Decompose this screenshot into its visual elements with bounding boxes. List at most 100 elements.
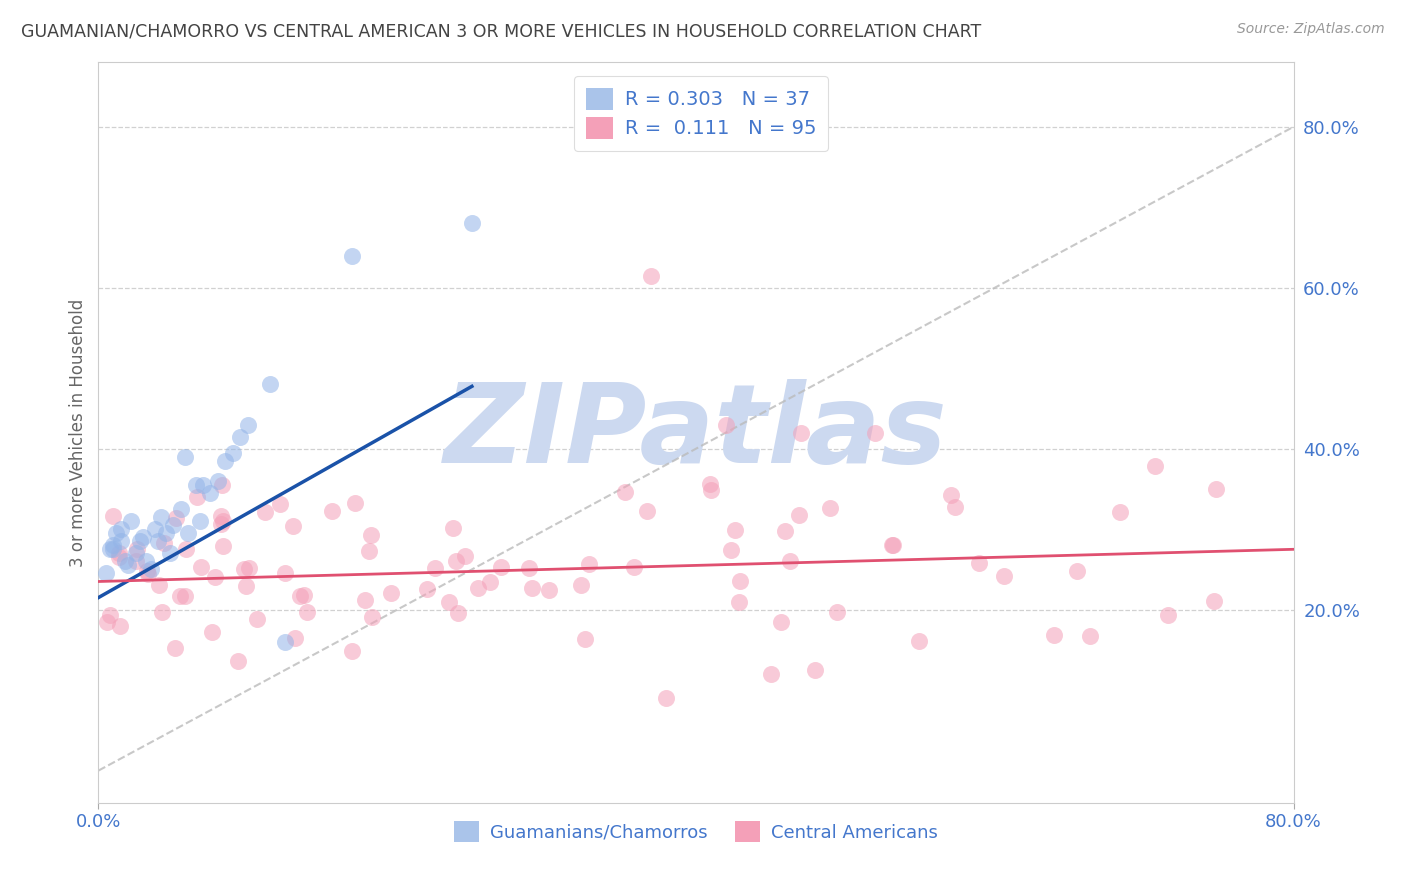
Point xyxy=(354,592,377,607)
Point xyxy=(479,574,502,589)
Point xyxy=(101,509,124,524)
Point xyxy=(444,554,467,568)
Point xyxy=(269,497,291,511)
Point xyxy=(294,588,316,602)
Point xyxy=(360,527,382,541)
Point xyxy=(1205,482,1227,496)
Point xyxy=(274,566,297,580)
Point xyxy=(491,559,513,574)
Point xyxy=(103,538,125,552)
Point xyxy=(191,478,214,492)
Point xyxy=(209,517,232,532)
Point xyxy=(259,377,281,392)
Point xyxy=(174,450,197,464)
Point xyxy=(212,540,235,554)
Point xyxy=(517,561,540,575)
Point xyxy=(238,561,260,575)
Point xyxy=(342,249,364,263)
Point xyxy=(773,524,796,538)
Point xyxy=(114,554,136,568)
Point xyxy=(520,581,543,595)
Point xyxy=(290,589,312,603)
Point xyxy=(769,615,792,629)
Text: GUAMANIAN/CHAMORRO VS CENTRAL AMERICAN 3 OR MORE VEHICLES IN HOUSEHOLD CORRELATI: GUAMANIAN/CHAMORRO VS CENTRAL AMERICAN 3… xyxy=(21,22,981,40)
Point xyxy=(173,589,195,603)
Point xyxy=(724,523,747,537)
Point xyxy=(201,625,224,640)
Point xyxy=(423,561,446,575)
Point xyxy=(699,477,721,491)
Point xyxy=(1202,594,1225,608)
Point xyxy=(1157,608,1180,623)
Point xyxy=(233,562,256,576)
Point xyxy=(636,504,658,518)
Point xyxy=(117,558,139,573)
Point xyxy=(779,554,801,568)
Point xyxy=(98,608,121,623)
Point xyxy=(461,216,484,230)
Point xyxy=(169,589,191,603)
Point xyxy=(321,504,343,518)
Point xyxy=(214,454,236,468)
Point xyxy=(148,578,170,592)
Point xyxy=(789,425,811,440)
Point xyxy=(359,544,381,558)
Point xyxy=(236,417,259,432)
Point xyxy=(135,554,157,568)
Point xyxy=(222,446,245,460)
Point xyxy=(1066,564,1088,578)
Point xyxy=(108,550,131,565)
Point xyxy=(132,530,155,544)
Point xyxy=(1043,628,1066,642)
Point xyxy=(284,632,307,646)
Point xyxy=(186,490,208,504)
Point xyxy=(190,560,212,574)
Point xyxy=(295,605,318,619)
Point xyxy=(94,566,117,581)
Point xyxy=(159,546,181,560)
Point xyxy=(700,483,723,497)
Point xyxy=(110,522,132,536)
Point xyxy=(148,534,170,549)
Point xyxy=(174,542,197,557)
Point xyxy=(177,526,200,541)
Point xyxy=(759,667,782,681)
Point xyxy=(1144,459,1167,474)
Text: Source: ZipAtlas.com: Source: ZipAtlas.com xyxy=(1237,22,1385,37)
Text: ZIPatlas: ZIPatlas xyxy=(444,379,948,486)
Point xyxy=(143,522,166,536)
Point xyxy=(283,518,305,533)
Point xyxy=(578,558,600,572)
Point xyxy=(169,502,191,516)
Point xyxy=(416,582,439,597)
Point xyxy=(437,595,460,609)
Point xyxy=(728,574,751,589)
Point xyxy=(343,496,366,510)
Point xyxy=(207,474,229,488)
Point xyxy=(360,610,382,624)
Point xyxy=(454,549,477,563)
Y-axis label: 3 or more Vehicles in Household: 3 or more Vehicles in Household xyxy=(69,299,87,566)
Point xyxy=(229,430,252,444)
Point xyxy=(467,582,489,596)
Point xyxy=(728,595,751,609)
Point xyxy=(441,521,464,535)
Point xyxy=(614,484,637,499)
Point xyxy=(380,586,402,600)
Point xyxy=(165,640,187,655)
Point xyxy=(127,542,149,557)
Point xyxy=(139,562,162,576)
Point xyxy=(274,635,297,649)
Point xyxy=(246,612,269,626)
Point xyxy=(623,560,645,574)
Point xyxy=(136,564,159,578)
Point xyxy=(943,500,966,514)
Point xyxy=(150,510,173,524)
Point xyxy=(136,567,159,582)
Point xyxy=(574,632,596,646)
Point xyxy=(96,615,118,629)
Point xyxy=(125,554,148,568)
Point xyxy=(110,534,132,549)
Point xyxy=(342,644,364,658)
Point xyxy=(108,619,131,633)
